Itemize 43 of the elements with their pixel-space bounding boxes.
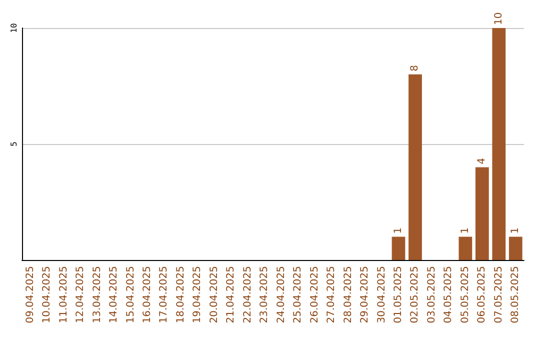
data-label: 1 bbox=[393, 227, 404, 234]
x-tick-label: 28.04.2025 bbox=[342, 266, 354, 324]
x-tick-label: 16.04.2025 bbox=[142, 266, 153, 324]
bar bbox=[492, 28, 506, 260]
x-tick-label: 10.04.2025 bbox=[42, 266, 53, 324]
x-tick-label: 05.05.2025 bbox=[460, 266, 471, 324]
x-tick-label: 23.04.2025 bbox=[259, 266, 270, 324]
x-tick-label: 12.04.2025 bbox=[75, 266, 86, 324]
x-tick-label: 08.05.2025 bbox=[510, 266, 522, 324]
x-tick-label: 26.04.2025 bbox=[309, 266, 320, 324]
x-tick-label: 07.05.2025 bbox=[493, 266, 504, 324]
x-tick-label: 03.05.2025 bbox=[426, 266, 438, 324]
data-label: 1 bbox=[510, 227, 522, 234]
data-label: 1 bbox=[460, 227, 471, 234]
x-tick-label: 21.04.2025 bbox=[226, 266, 237, 324]
x-tick-label: 30.04.2025 bbox=[376, 266, 388, 324]
x-tick-label: 17.04.2025 bbox=[158, 266, 170, 324]
x-tick-label: 25.04.2025 bbox=[292, 266, 304, 324]
x-tick-label: 04.05.2025 bbox=[443, 266, 454, 324]
x-tick-label: 29.04.2025 bbox=[360, 266, 371, 324]
data-label: 10 bbox=[493, 12, 504, 25]
x-tick-label: 24.04.2025 bbox=[276, 266, 287, 324]
x-tick-label: 02.05.2025 bbox=[410, 266, 421, 324]
x-tick-label: 14.04.2025 bbox=[108, 266, 120, 324]
x-tick-label: 19.04.2025 bbox=[192, 266, 204, 324]
x-tick-label: 06.05.2025 bbox=[476, 266, 488, 324]
bar bbox=[508, 236, 522, 260]
x-tick-label: 20.04.2025 bbox=[208, 266, 220, 324]
data-label: 4 bbox=[476, 158, 488, 164]
x-tick-label: 01.05.2025 bbox=[393, 266, 404, 324]
bar bbox=[392, 236, 406, 260]
x-tick-label: 09.04.2025 bbox=[24, 266, 36, 324]
bar bbox=[475, 167, 489, 260]
x-tick-label: 22.04.2025 bbox=[242, 266, 254, 324]
x-tick-label: 18.04.2025 bbox=[175, 266, 186, 324]
bar bbox=[408, 74, 422, 260]
x-tick-label: 13.04.2025 bbox=[92, 266, 103, 324]
x-tick-label: 15.04.2025 bbox=[125, 266, 136, 324]
x-tick-label: 11.04.2025 bbox=[58, 266, 70, 324]
bar bbox=[458, 236, 472, 260]
x-tick-label: 27.04.2025 bbox=[326, 266, 338, 324]
y-tick-label: 5 bbox=[10, 141, 18, 146]
data-label: 8 bbox=[410, 65, 421, 72]
